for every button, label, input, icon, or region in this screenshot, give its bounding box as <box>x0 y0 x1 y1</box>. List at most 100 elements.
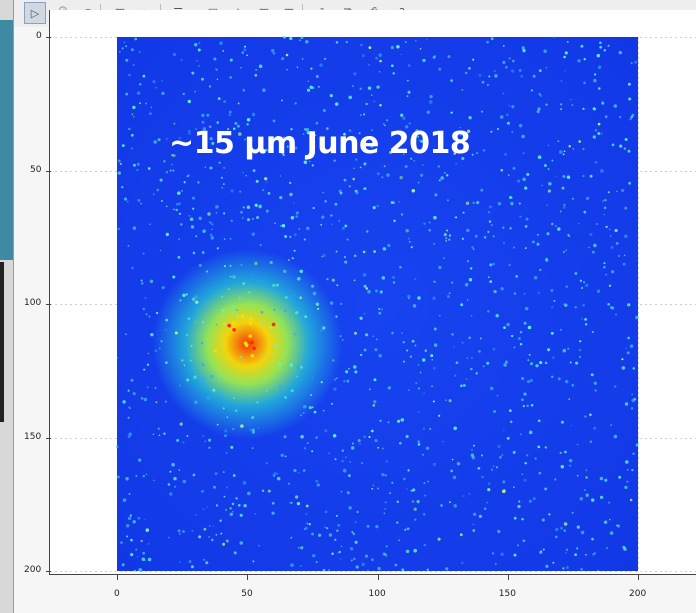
speckle-point <box>269 260 273 265</box>
speckle-point <box>593 78 597 83</box>
speckle-point <box>423 222 426 225</box>
speckle-point <box>300 546 304 550</box>
speckle-point <box>315 561 318 564</box>
speckle-point <box>563 529 566 532</box>
speckle-point <box>392 276 395 279</box>
speckle-point <box>130 552 134 557</box>
speckle-point <box>217 374 221 378</box>
speckle-point <box>453 504 457 508</box>
speckle-point <box>251 232 255 236</box>
speckle-point <box>333 387 337 391</box>
speckle-point <box>480 454 484 457</box>
speckle-point <box>613 104 618 108</box>
speckle-point <box>564 51 568 55</box>
speckle-point <box>529 378 533 383</box>
speckle-point <box>307 80 309 82</box>
speckle-point <box>272 119 276 123</box>
speckle-point <box>570 424 573 427</box>
speckle-point <box>503 363 507 367</box>
speckle-point <box>589 440 592 443</box>
speckle-point <box>635 443 639 447</box>
speckle-point <box>536 109 540 114</box>
speckle-point <box>217 97 221 100</box>
pointer-icon[interactable]: ▷ <box>24 2 46 24</box>
speckle-point <box>536 242 540 246</box>
speckle-point <box>583 489 586 492</box>
speckle-point <box>352 177 356 181</box>
speckle-point <box>461 237 465 240</box>
speckle-point <box>213 57 217 61</box>
speckle-point <box>530 362 533 366</box>
speckle-point <box>147 167 151 170</box>
speckle-point <box>563 55 566 59</box>
speckle-point <box>511 69 515 73</box>
speckle-point <box>177 255 181 259</box>
speckle-point <box>563 203 566 207</box>
speckle-point <box>328 569 330 571</box>
speckle-point <box>362 250 366 254</box>
speckle-point <box>577 222 580 225</box>
speckle-point <box>630 407 634 410</box>
speckle-point <box>437 537 441 541</box>
speckle-point <box>236 309 238 311</box>
speckle-point <box>202 435 204 437</box>
speckle-point <box>204 166 207 168</box>
speckle-point <box>555 175 558 178</box>
speckle-point <box>537 291 541 294</box>
speckle-point <box>130 378 134 382</box>
speckle-point <box>397 419 401 423</box>
detector-image[interactable] <box>117 37 638 571</box>
speckle-point <box>343 255 347 259</box>
speckle-point <box>234 409 238 412</box>
speckle-point <box>147 542 150 545</box>
speckle-point <box>294 146 298 150</box>
speckle-point <box>466 357 469 360</box>
speckle-point <box>324 429 328 433</box>
speckle-point <box>214 472 218 476</box>
speckle-point <box>155 87 157 89</box>
speckle-point <box>222 49 225 52</box>
speckle-point <box>320 223 323 226</box>
speckle-point <box>379 59 382 63</box>
speckle-point <box>125 45 127 48</box>
speckle-point <box>420 139 424 143</box>
speckle-point <box>194 295 198 299</box>
speckle-point <box>171 462 175 467</box>
speckle-point <box>290 501 293 504</box>
speckle-point <box>305 504 309 508</box>
speckle-point <box>455 216 458 219</box>
speckle-point <box>148 315 151 318</box>
speckle-point <box>545 66 548 69</box>
speckle-point <box>506 121 510 125</box>
speckle-point <box>259 243 262 246</box>
speckle-point <box>568 464 572 467</box>
speckle-point <box>319 63 323 67</box>
speckle-point <box>290 389 294 393</box>
speckle-point <box>513 346 516 349</box>
speckle-point <box>631 113 635 117</box>
speckle-point <box>432 400 435 403</box>
speckle-point <box>523 478 527 482</box>
speckle-point <box>453 148 455 151</box>
speckle-point <box>345 370 349 374</box>
speckle-point <box>245 174 247 177</box>
speckle-point <box>259 204 262 206</box>
side-panel-dark <box>0 262 4 422</box>
speckle-point <box>191 196 196 200</box>
speckle-point <box>511 130 514 133</box>
speckle-point <box>180 189 183 192</box>
speckle-point <box>591 330 594 333</box>
speckle-point <box>408 240 411 243</box>
speckle-point <box>140 279 143 282</box>
speckle-point <box>512 450 516 454</box>
speckle-point <box>579 279 583 282</box>
speckle-point <box>555 527 559 532</box>
speckle-point <box>216 121 219 124</box>
speckle-point <box>562 205 566 209</box>
speckle-point <box>254 203 258 207</box>
speckle-point <box>542 548 545 551</box>
speckle-point <box>215 205 219 209</box>
speckle-point <box>160 340 163 343</box>
speckle-point <box>591 250 595 254</box>
speckle-point <box>296 375 299 378</box>
